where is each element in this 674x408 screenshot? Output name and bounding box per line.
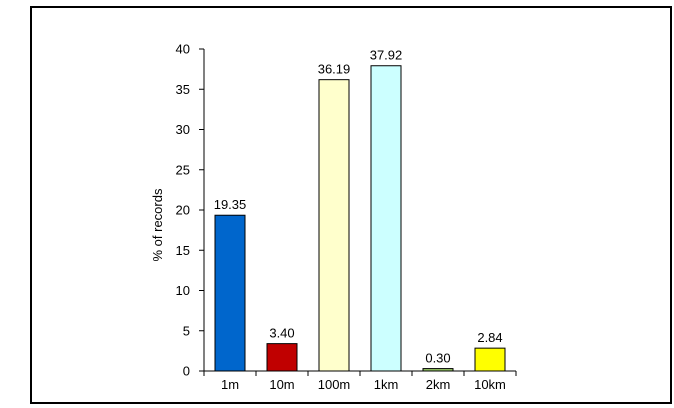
y-tick-label: 25 <box>176 162 190 177</box>
category-label-10km: 10km <box>474 377 506 392</box>
category-label-100m: 100m <box>318 377 351 392</box>
category-label-2km: 2km <box>426 377 451 392</box>
bar-1m <box>214 214 246 372</box>
data-label-10m: 3.40 <box>269 326 294 341</box>
chart-axes <box>199 48 517 376</box>
bar-1km <box>370 65 402 372</box>
bar-10m <box>266 343 298 372</box>
y-tick-label: 15 <box>176 243 190 258</box>
data-label-100m: 36.19 <box>318 62 351 77</box>
bar-100m <box>318 79 350 372</box>
y-tick-label: 10 <box>176 283 190 298</box>
chart-labels: 0 5 10 15 20 25 30 35 40 19.35 1m 3.40 10m 36.19 100m 3… <box>176 42 506 393</box>
y-tick-label: 35 <box>176 82 190 97</box>
data-label-1m: 19.35 <box>214 197 247 212</box>
chart-bars <box>214 65 506 372</box>
category-label-1km: 1km <box>374 377 399 392</box>
y-tick-label: 20 <box>176 203 190 218</box>
y-tick-label: 5 <box>183 323 190 338</box>
y-axis-title: % of records <box>150 188 165 261</box>
y-tick-label: 30 <box>176 122 190 137</box>
data-label-1km: 37.92 <box>370 48 403 63</box>
data-label-2km: 0.30 <box>425 351 450 366</box>
bar-2km <box>422 368 454 372</box>
category-label-10m: 10m <box>269 377 294 392</box>
category-label-1m: 1m <box>221 377 239 392</box>
y-tick-label: 0 <box>183 364 190 379</box>
y-tick-label: 40 <box>176 42 190 57</box>
chart-frame <box>30 6 672 404</box>
bar-10km <box>474 347 506 372</box>
data-label-10km: 2.84 <box>477 330 502 345</box>
